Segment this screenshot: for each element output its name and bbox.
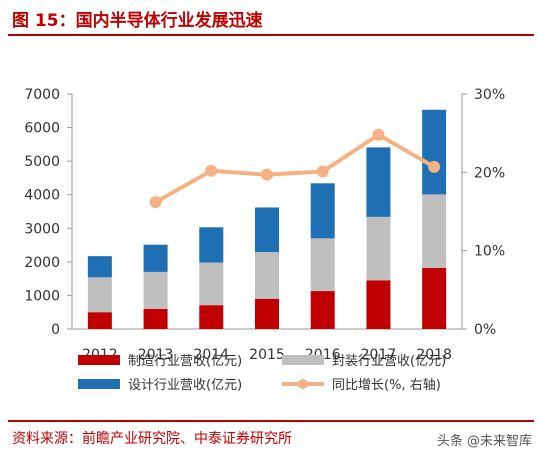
figure-header: 图 15：国内半导体行业发展迅速 <box>0 0 542 32</box>
bar-design <box>366 147 391 217</box>
bar-manufacturing <box>255 298 279 329</box>
y-right-tick-label: 10% <box>474 244 505 260</box>
legend-marker-growth <box>298 379 308 389</box>
bar-packaging <box>199 262 224 306</box>
x-tick-label: 2017 <box>361 347 397 363</box>
watermark: 头条 @未来智库 <box>436 434 532 449</box>
bar-packaging <box>366 216 391 281</box>
y-left-tick-label: 5000 <box>24 154 60 170</box>
y-right-tick-label: 20% <box>474 165 505 181</box>
y-left-tick-label: 4000 <box>24 188 60 204</box>
chart-area: 0 1000 2000 3000 4000 5000 6000 7000 0% 10% 20% 30%… <box>24 87 505 393</box>
y-right-tick-label: 30% <box>474 87 505 103</box>
bar-manufacturing <box>422 267 447 329</box>
y-right-tick-label: 0% <box>474 322 496 338</box>
bar-manufacturing <box>87 312 112 329</box>
growth-point <box>205 164 218 177</box>
bar-packaging <box>422 194 447 268</box>
bar-packaging <box>87 277 112 313</box>
bar-design <box>199 227 224 263</box>
bar-packaging <box>143 271 168 309</box>
legend-swatch-design <box>78 379 120 389</box>
x-tick-label: 2013 <box>138 347 174 363</box>
legend-swatch-packaging <box>282 355 324 365</box>
x-tick-label: 2015 <box>249 347 285 363</box>
y-left-tick-label: 3000 <box>24 221 60 237</box>
x-tick-label: 2014 <box>193 347 229 363</box>
bar-design <box>87 256 112 278</box>
bar-design <box>310 183 335 239</box>
legend-label: 封装行业营收(亿元) <box>332 354 446 369</box>
bar-design <box>143 244 168 272</box>
bar-manufacturing <box>199 305 224 329</box>
bar-packaging <box>255 252 279 299</box>
growth-point <box>316 165 329 178</box>
y-left-tick-label: 7000 <box>24 87 60 103</box>
bar-design <box>255 207 279 253</box>
growth-point <box>149 196 162 209</box>
source-note: 资料来源：前瞻产业研究院、中泰证券研究所 <box>12 431 292 447</box>
y-left-tick-label: 2000 <box>24 255 60 271</box>
growth-line <box>154 132 436 204</box>
legend-label: 设计行业营收(亿元) <box>128 378 242 393</box>
legend-swatch-manufacturing <box>78 355 120 365</box>
y-left-tick-label: 6000 <box>24 121 60 137</box>
bar-packaging <box>310 238 335 292</box>
x-tick-label: 2018 <box>416 347 452 363</box>
title-divider <box>8 34 534 36</box>
source-divider <box>8 420 534 422</box>
growth-point <box>428 160 441 173</box>
bar-manufacturing <box>310 291 335 329</box>
legend-label: 同比增长(%, 右轴) <box>332 378 441 393</box>
bar-manufacturing <box>366 280 391 329</box>
growth-point <box>261 168 273 181</box>
bar-manufacturing <box>143 308 168 329</box>
figure-title: 图 15：国内半导体行业发展迅速 <box>12 11 263 31</box>
growth-point <box>372 128 385 141</box>
bar-design <box>422 109 447 195</box>
y-left-tick-label: 1000 <box>24 288 60 304</box>
legend-label: 制造行业营收(亿元) <box>128 354 242 369</box>
y-left-tick-label: 0 <box>51 322 60 338</box>
